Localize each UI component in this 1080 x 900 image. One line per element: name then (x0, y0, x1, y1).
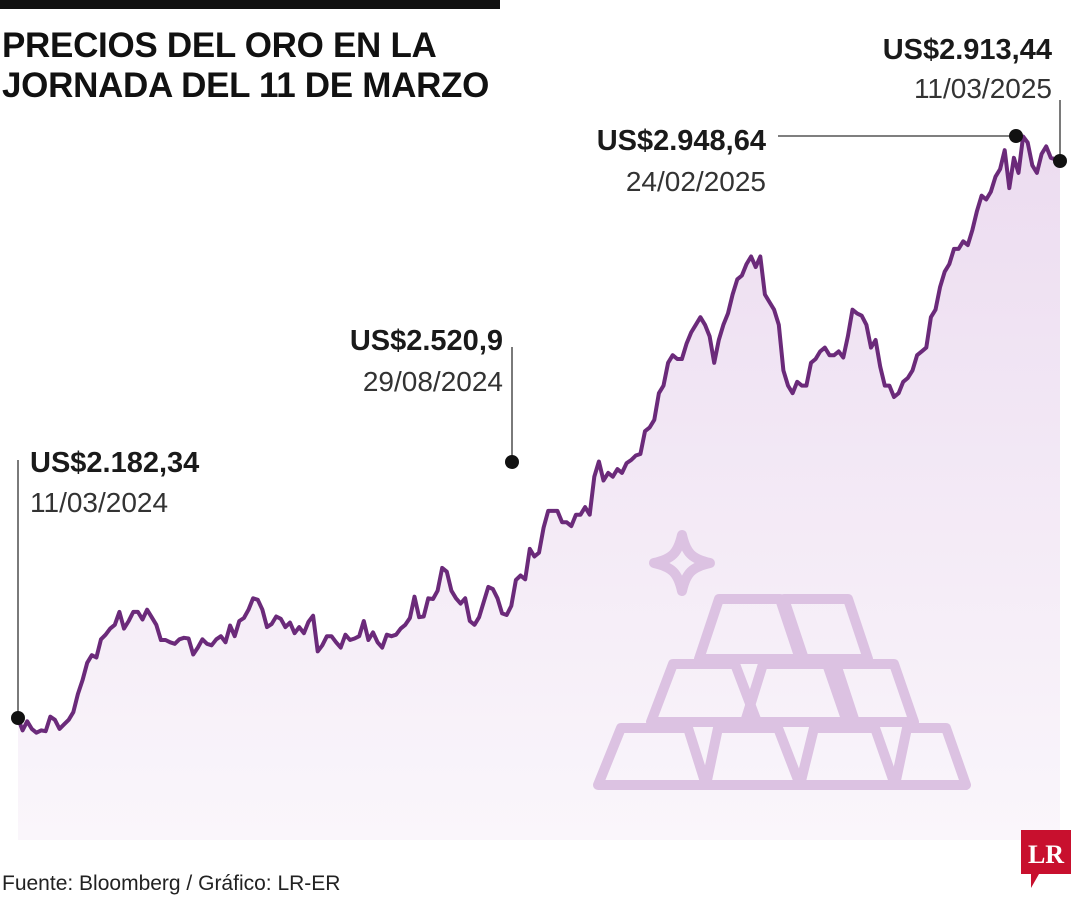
annotation-peak-price: US$2.948,64 (597, 125, 766, 157)
source-note: Fuente: Bloomberg / Gráfico: LR-ER (2, 872, 341, 895)
gold-bar-bottom-4 (890, 723, 971, 790)
gold-bars-icon (593, 530, 971, 790)
annotation-end-price: US$2.913,44 (883, 34, 1052, 66)
marker-end (1053, 154, 1067, 168)
title-line-2: JORNADA DEL 11 DE MARZO (2, 66, 490, 105)
annotation-peak-date: 24/02/2025 (626, 166, 766, 197)
annotation-start-date: 11/03/2024 (30, 487, 168, 518)
annotation-aug-price: US$2.520,9 (350, 325, 503, 357)
annotation-aug-date: 29/08/2024 (363, 366, 503, 397)
gold-bar-middle-right (831, 659, 919, 727)
annotation-start-price: US$2.182,34 (30, 447, 199, 479)
price-line (16, 134, 1062, 735)
marker-aug (505, 455, 519, 469)
marker-peak (1009, 129, 1023, 143)
gold-bar-middle-center (740, 659, 852, 727)
title-line-1: PRECIOS DEL ORO EN LA (2, 26, 437, 65)
lr-logo: LR (1021, 830, 1071, 888)
lr-logo-text: LR (1028, 840, 1064, 869)
annotation-end-date: 11/03/2025 (914, 73, 1052, 104)
top-rule (0, 0, 500, 9)
marker-start (11, 711, 25, 725)
sparkle-shape (649, 530, 715, 596)
chart-title: PRECIOS DEL ORO EN LA JORNADA DEL 11 DE … (2, 26, 522, 106)
